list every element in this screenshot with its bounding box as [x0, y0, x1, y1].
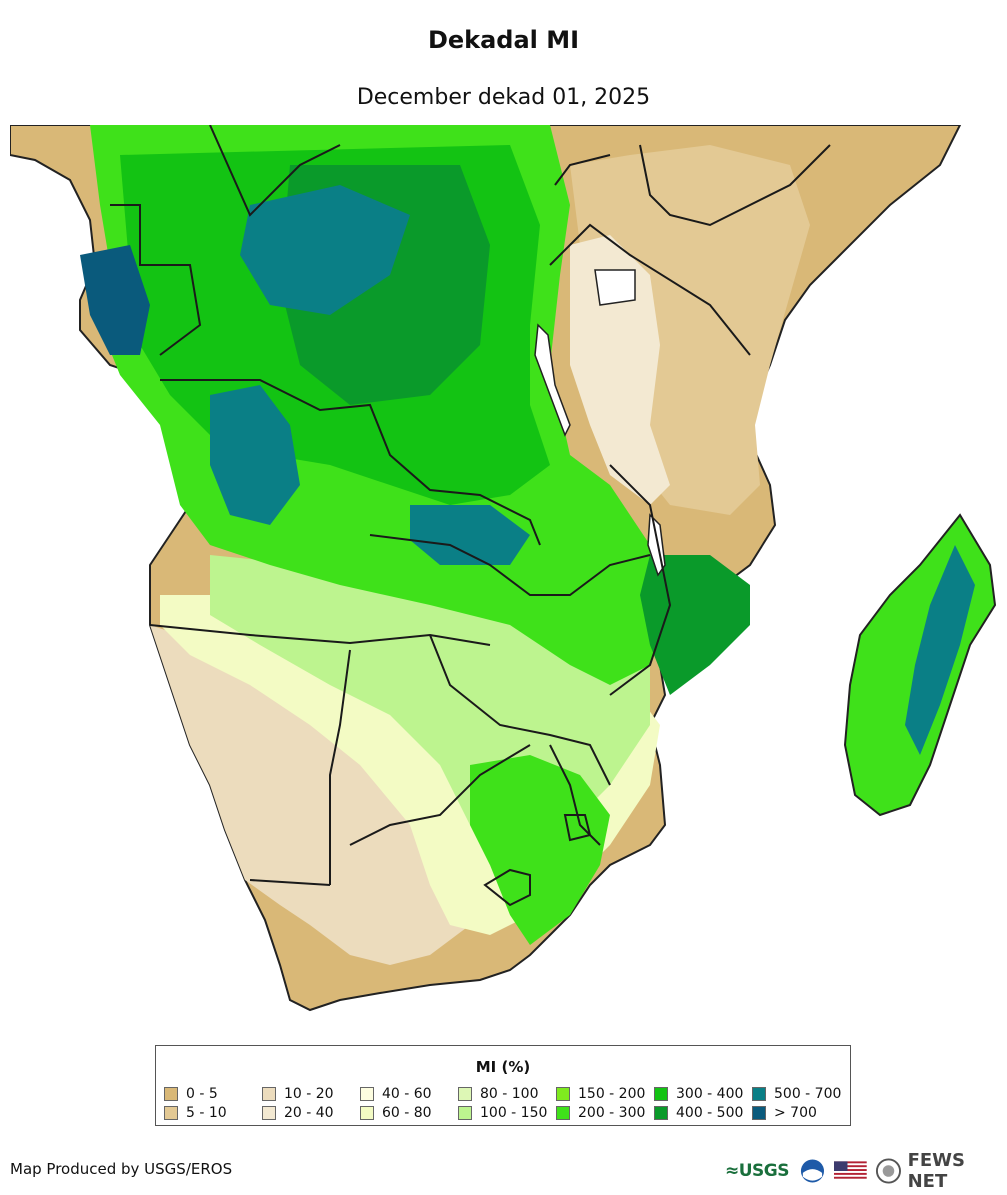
legend-item: 400 - 500 — [654, 1103, 752, 1122]
legend-swatch — [752, 1086, 766, 1101]
legend-label: 5 - 10 — [186, 1104, 227, 1121]
legend-swatch — [556, 1086, 570, 1101]
legend-item: 200 - 300 — [556, 1103, 654, 1122]
legend-grid: 0 - 5 10 - 20 40 - 60 80 - 100 150 - 200… — [164, 1084, 850, 1122]
extreme-zone-west-coast — [80, 245, 150, 355]
legend-label: 100 - 150 — [480, 1104, 548, 1121]
legend-label: 200 - 300 — [578, 1104, 646, 1121]
legend-swatch — [458, 1086, 472, 1101]
legend-item: 100 - 150 — [458, 1103, 556, 1122]
extreme-zone-congo — [240, 185, 410, 315]
moisture-index-map — [10, 125, 997, 1012]
extreme-zone-zambia — [410, 505, 530, 565]
us-flag-icon — [833, 1161, 867, 1181]
legend-label: 10 - 20 — [284, 1085, 334, 1102]
map-title: Dekadal MI — [427, 26, 580, 54]
lake-tanganyika — [534, 323, 571, 437]
legend-title: MI (%) — [475, 1058, 531, 1076]
usgs-logo: ≈USGS — [725, 1161, 790, 1181]
state-department-seal-icon — [875, 1158, 901, 1184]
legend-label: 20 - 40 — [284, 1104, 334, 1121]
legend-label: 0 - 5 — [186, 1085, 218, 1102]
legend-item: > 700 — [752, 1103, 850, 1122]
legend-label: 400 - 500 — [676, 1104, 744, 1121]
legend-swatch — [458, 1105, 472, 1120]
legend-label: 300 - 400 — [676, 1085, 744, 1102]
legend-label: 80 - 100 — [480, 1085, 539, 1102]
legend-item: 150 - 200 — [556, 1084, 654, 1103]
legend-item: 0 - 5 — [164, 1084, 262, 1103]
legend-swatch — [360, 1105, 374, 1120]
legend-label: 60 - 80 — [382, 1104, 432, 1121]
legend-label: 150 - 200 — [578, 1085, 646, 1102]
legend-swatch — [654, 1086, 668, 1101]
legend-swatch — [556, 1105, 570, 1120]
partner-logos: ≈USGS FEWS NET — [725, 1150, 1007, 1192]
legend-item: 10 - 20 — [262, 1084, 360, 1103]
legend-swatch — [262, 1105, 276, 1120]
legend: MI (%) 0 - 5 10 - 20 40 - 60 80 - 100 15… — [155, 1045, 851, 1126]
noaa-logo-icon — [800, 1159, 825, 1183]
madagascar-wet-core — [905, 545, 975, 755]
legend-label: 40 - 60 — [382, 1085, 432, 1102]
map-credit: Map Produced by USGS/EROS — [10, 1160, 233, 1178]
legend-swatch — [164, 1086, 178, 1101]
legend-item: 60 - 80 — [360, 1103, 458, 1122]
legend-swatch — [654, 1105, 668, 1120]
extreme-zone-angola — [210, 385, 300, 525]
legend-swatch — [164, 1105, 178, 1120]
lake-victoria — [594, 269, 636, 306]
legend-label: 500 - 700 — [774, 1085, 842, 1102]
dry-zone-southwest — [150, 625, 480, 965]
map-subtitle: December dekad 01, 2025 — [356, 85, 651, 110]
fews-net-logo: FEWS NET — [907, 1150, 966, 1192]
legend-item: 20 - 40 — [262, 1103, 360, 1122]
legend-item: 40 - 60 — [360, 1084, 458, 1103]
legend-item: 300 - 400 — [654, 1084, 752, 1103]
semi-dry-east — [570, 235, 670, 505]
legend-item: 500 - 700 — [752, 1084, 850, 1103]
legend-item: 80 - 100 — [458, 1084, 556, 1103]
legend-swatch — [360, 1086, 374, 1101]
legend-item: 5 - 10 — [164, 1103, 262, 1122]
legend-swatch — [752, 1105, 766, 1120]
legend-label: > 700 — [774, 1104, 817, 1121]
legend-swatch — [262, 1086, 276, 1101]
country-borders — [110, 125, 831, 907]
